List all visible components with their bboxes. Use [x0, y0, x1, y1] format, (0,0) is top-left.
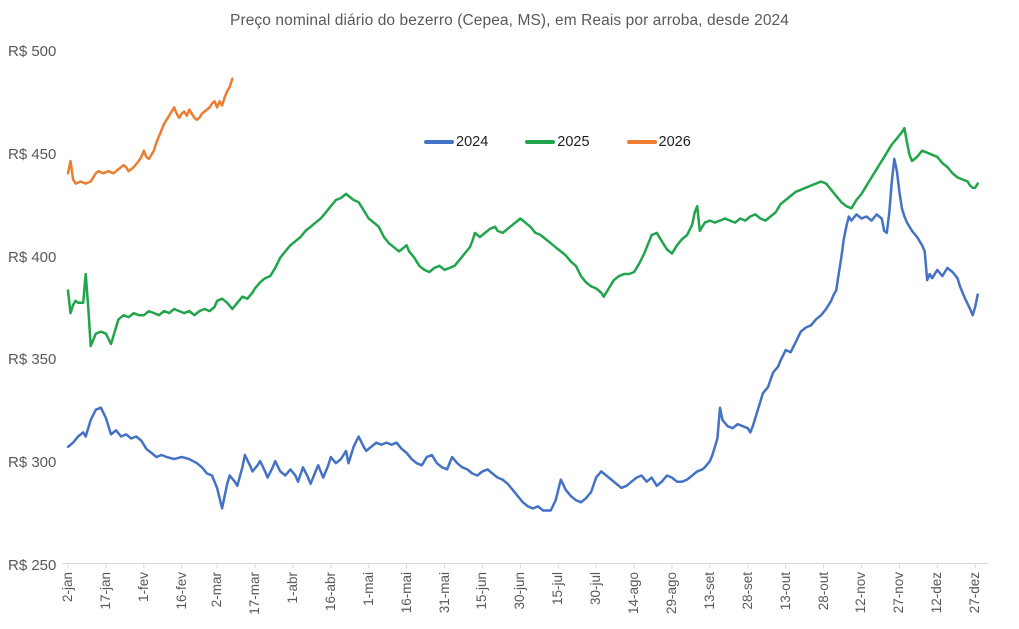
legend-label-2025: 2025	[557, 134, 590, 150]
y-axis-label: R$ 500	[8, 43, 57, 60]
x-axis-label: 17-jan	[97, 572, 113, 610]
y-axis-label: R$ 350	[8, 351, 57, 369]
x-axis-label: 13-set	[701, 572, 717, 610]
x-axis-label: 15-jul	[550, 572, 566, 606]
x-axis-label: 30-jul	[588, 572, 604, 606]
y-axis-label: R$ 400	[8, 248, 57, 266]
legend-item-2025[interactable]: 2025	[525, 134, 590, 150]
y-axis-label: R$ 250	[8, 557, 57, 574]
x-axis-label: 14-ago	[626, 572, 642, 615]
x-axis-label: 1-abr	[284, 572, 300, 604]
x-axis-label: 16-abr	[322, 572, 338, 612]
series-line-2024	[66, 157, 979, 512]
legend-item-2026[interactable]: 2026	[626, 134, 691, 150]
legend: 2024 2025 2026	[424, 134, 691, 150]
x-axis-label: 12-dez	[929, 572, 945, 614]
x-axis-label: 16-fev	[173, 572, 189, 610]
y-axis-label: R$ 450	[8, 145, 57, 163]
legend-label-2024: 2024	[456, 134, 489, 150]
x-axis-label: 16-mai	[398, 572, 414, 614]
series-line-2025	[66, 126, 979, 348]
x-axis-label: 1-mai	[360, 572, 376, 606]
x-axis-label: 2-jan	[60, 572, 75, 603]
x-axis-label: 2-mar	[209, 572, 225, 608]
legend-line-swatch-2025-icon	[525, 140, 556, 144]
legend-label-2026: 2026	[658, 134, 691, 150]
x-axis-label: 30-jun	[512, 572, 528, 610]
x-axis-label: 28-out	[815, 572, 831, 611]
x-axis-label: 27-nov	[891, 572, 907, 614]
x-axis-label: 31-mai	[436, 572, 452, 614]
x-axis-label: 27-dez	[967, 572, 983, 614]
chart-title: Preço nominal diário do bezerro (Cepea, …	[230, 12, 789, 29]
legend-line-swatch-2026-icon	[626, 140, 657, 144]
x-axis-label: 13-out	[777, 572, 793, 611]
legend-item-2024[interactable]: 2024	[424, 134, 488, 150]
y-axis-label: R$ 300	[8, 454, 57, 472]
x-axis-label: 12-nov	[853, 572, 869, 614]
x-axis-label: 28-set	[739, 572, 755, 610]
x-axis-label: 15-jun	[474, 572, 490, 610]
legend-line-swatch-2024-icon	[424, 140, 454, 144]
x-axis-label: 29-ago	[663, 572, 679, 615]
series-line-2026	[66, 77, 234, 185]
x-axis-label: 17-mar	[246, 572, 262, 615]
x-axis-label: 1-fev	[135, 572, 151, 603]
